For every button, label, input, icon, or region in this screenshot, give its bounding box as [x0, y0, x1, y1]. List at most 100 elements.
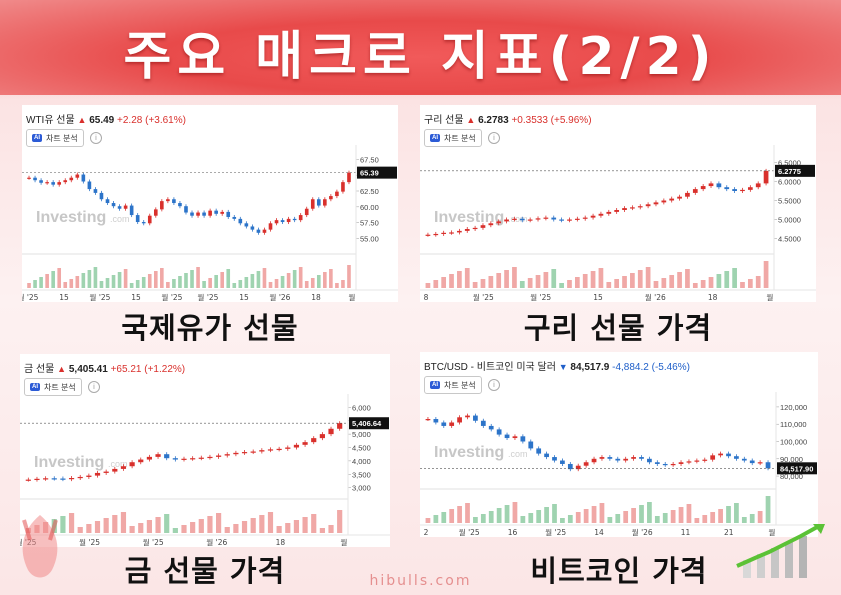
info-icon[interactable]: i: [90, 132, 102, 144]
volume-bar: [262, 268, 267, 288]
candle-body: [329, 196, 333, 200]
volume-bar: [268, 282, 273, 288]
candle-body: [551, 217, 557, 220]
x-tick-label: 월 '25: [143, 537, 164, 547]
candle-body: [238, 218, 243, 224]
volume-bar: [560, 518, 565, 523]
candle-body: [567, 463, 573, 470]
ai-chart-analysis-button[interactable]: AI 차트 분석: [24, 378, 82, 396]
x-tick-label: 월: [767, 292, 774, 302]
x-tick-label: 월 '25: [473, 292, 494, 302]
caption-gold: 금 선물 가격: [124, 554, 286, 588]
ai-chart-analysis-button[interactable]: AI 차트 분석: [424, 129, 482, 147]
x-tick-label: 월 '26: [206, 537, 227, 547]
volume-bar: [686, 504, 692, 523]
x-tick-label: 월: [341, 537, 348, 547]
down-arrow-icon: ▼: [558, 362, 568, 372]
x-tick-label: 15: [239, 293, 249, 302]
candle-body: [694, 460, 700, 462]
candle-body: [702, 459, 708, 461]
volume-bar: [293, 520, 300, 533]
watermark-suffix: .com: [110, 214, 130, 224]
candle-body: [103, 471, 109, 473]
candle-body: [607, 457, 613, 459]
volume-bar: [590, 271, 596, 288]
volume-bar: [708, 277, 714, 288]
candle-body: [304, 208, 309, 216]
ai-button-label: 차트 분석: [46, 133, 78, 143]
candle-body: [464, 229, 470, 231]
ai-chart-analysis-button[interactable]: AI 차트 분석: [26, 129, 84, 147]
chart-header: WTI유 선물 ▲ 65.49 +2.28 (+3.61%): [26, 111, 186, 126]
candle-body: [677, 196, 682, 199]
volume-bar: [457, 506, 462, 523]
candle-body: [615, 458, 621, 461]
candle-body: [347, 172, 351, 183]
candle-body: [678, 462, 684, 464]
candle-body: [34, 478, 40, 481]
volume-bar: [160, 268, 164, 288]
volume-bar: [465, 503, 470, 523]
volume-bar: [292, 270, 297, 288]
volume-bar: [117, 272, 122, 288]
candle-body: [726, 453, 731, 457]
footer-site: hibulls.com: [369, 573, 472, 589]
volume-bar: [347, 265, 351, 288]
candle-body: [286, 218, 291, 223]
candle-body: [755, 183, 761, 188]
info-icon[interactable]: i: [88, 381, 100, 393]
volume-bar: [765, 496, 771, 523]
volume-bar: [740, 282, 745, 288]
y-tick-label: 3,000: [352, 484, 371, 493]
volume-bar: [582, 274, 588, 288]
candle-body: [129, 462, 135, 467]
volume-bar: [105, 278, 110, 288]
volume-bar: [226, 269, 231, 288]
candle-body: [51, 478, 57, 480]
y-tick-label: 5,000: [352, 430, 371, 439]
y-tick-label: 60.00: [360, 203, 379, 212]
volume-bar: [504, 270, 509, 288]
volume-bar: [567, 515, 573, 523]
x-tick-label: 월: [349, 292, 356, 302]
volume-bar: [146, 520, 152, 533]
candle-body: [87, 181, 92, 190]
candle-body: [749, 460, 755, 464]
volume-bar: [670, 510, 676, 523]
watermark-suffix: .com: [108, 459, 128, 469]
x-tick-label: 8: [424, 293, 429, 302]
candle-body: [241, 452, 248, 454]
candle-body: [457, 417, 462, 423]
volume-bar: [216, 513, 222, 533]
up-arrow-icon: ▲: [57, 364, 67, 374]
info-icon[interactable]: i: [488, 379, 500, 391]
volume-bar: [724, 271, 730, 288]
volume-bar: [654, 516, 660, 523]
candle-body: [622, 208, 627, 210]
price-change-pct: (+3.61%): [145, 115, 186, 126]
candle-body: [337, 423, 343, 429]
price-change-pct: (+5.96%): [550, 115, 592, 126]
candle-body: [293, 444, 300, 448]
candle-body: [123, 205, 128, 209]
candle-body: [244, 223, 249, 227]
info-icon[interactable]: i: [488, 132, 500, 144]
volume-bar: [685, 269, 690, 288]
volume-bar: [250, 518, 256, 533]
volume-bar: [591, 506, 597, 523]
candle-body: [449, 422, 455, 426]
volume-bar: [472, 282, 478, 288]
candle-body: [614, 210, 620, 212]
candle-body: [519, 218, 525, 221]
volume-bar: [178, 276, 182, 288]
volume-bar: [653, 281, 659, 288]
candle-body: [135, 215, 140, 223]
candle-body: [710, 455, 716, 460]
ai-chart-analysis-button[interactable]: AI 차트 분석: [424, 376, 482, 394]
ai-button-label: 차트 분석: [444, 133, 476, 143]
candle-body: [606, 211, 612, 214]
x-tick-label: 월 '25: [22, 292, 39, 302]
chart-svg-copper: Investing .com 6.5000 6.0000 5.5000 5.0000 4.5…: [420, 145, 816, 302]
volume-bar: [27, 283, 31, 288]
candle-body: [196, 212, 200, 216]
